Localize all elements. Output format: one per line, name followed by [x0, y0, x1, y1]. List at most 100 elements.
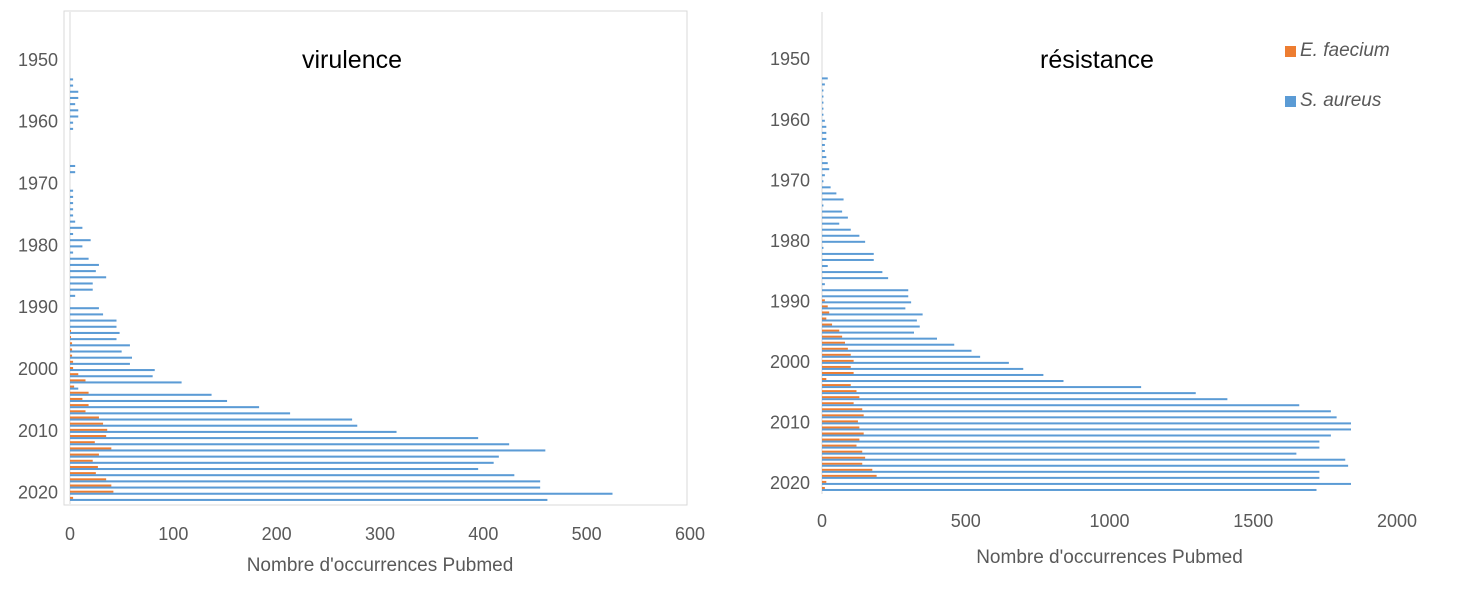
resistance-bar-faecium-2018: [822, 468, 873, 471]
resistance-bar-aureus-2006: [822, 398, 1228, 401]
resistance-bar-aureus-1965: [822, 150, 825, 153]
resistance-bar-faecium-2002: [822, 371, 854, 374]
virulence-bar-faecium-2007: [70, 410, 86, 413]
resistance-bar-aureus-1980: [822, 240, 866, 243]
resistance-bar-faecium-2010: [822, 420, 858, 423]
legend-swatch-aureus: [1285, 95, 1296, 107]
virulence-bar-aureus-2005: [70, 399, 228, 403]
virulence-y-tick-label: 2020: [18, 483, 58, 503]
virulence-bar-faecium-2008: [70, 416, 99, 419]
resistance-bar-aureus-1954: [822, 83, 825, 86]
virulence-bar-aureus-1999: [70, 362, 130, 365]
resistance-y-tick-label: 1950: [770, 49, 810, 69]
resistance-bar-aureus-2019: [822, 476, 1320, 479]
resistance-bar-aureus-2008: [822, 410, 1331, 413]
resistance-bar-aureus-1983: [822, 258, 874, 261]
resistance-bar-faecium-2001: [822, 365, 851, 368]
virulence-bar-aureus-1990: [70, 307, 99, 310]
resistance-bar-aureus-2014: [822, 446, 1320, 449]
resistance-bar-faecium-1996: [822, 335, 843, 338]
virulence-bar-faecium-2017: [70, 472, 96, 475]
resistance-bar-aureus-1970: [822, 180, 824, 183]
virulence-bar-faecium-2019: [70, 484, 112, 487]
virulence-bar-aureus-1971: [70, 189, 74, 192]
virulence-bar-aureus-2015: [70, 461, 494, 464]
resistance-bar-faecium-2021: [822, 486, 825, 489]
resistance-bar-aureus-2001: [822, 367, 1024, 370]
virulence-bar-faecium-1996: [70, 342, 73, 345]
resistance-bar-faecium-2008: [822, 408, 863, 411]
resistance-bar-faecium-2016: [822, 456, 866, 459]
resistance-bar-faecium-2006: [822, 396, 860, 399]
virulence-bar-aureus-1953: [70, 78, 74, 81]
virulence-bar-faecium-1999: [70, 360, 74, 363]
resistance-bar-aureus-1988: [822, 289, 909, 292]
resistance-bar-aureus-1960: [822, 119, 825, 122]
resistance-bar-aureus-2000: [822, 361, 1009, 364]
resistance-bar-aureus-2018: [822, 470, 1320, 473]
virulence-bar-aureus-2012: [70, 443, 510, 446]
resistance-bar-aureus-1975: [822, 210, 843, 213]
virulence-bar-aureus-1980: [70, 245, 83, 248]
virulence-bar-aureus-1983: [70, 263, 99, 266]
virulence-bar-faecium-2001: [70, 373, 79, 376]
virulence-bar-aureus-1968: [70, 171, 76, 174]
virulence-bar-aureus-2000: [70, 369, 155, 372]
virulence-bar-faecium-1995: [70, 336, 72, 339]
virulence-x-tick-label: 400: [468, 524, 498, 544]
virulence-bar-aureus-1972: [70, 195, 74, 198]
resistance-bar-faecium-1999: [822, 353, 851, 356]
resistance-x-tick-label: 500: [951, 511, 981, 531]
resistance-bar-aureus-1998: [822, 349, 972, 352]
resistance-y-tick-label: 2000: [770, 352, 810, 372]
virulence-bar-faecium-2005: [70, 397, 83, 400]
virulence-y-tick-label: 1960: [18, 112, 58, 132]
virulence-bar-faecium-2018: [70, 478, 107, 481]
resistance-bar-aureus-2005: [822, 392, 1196, 395]
resistance-bar-aureus-1968: [822, 168, 830, 171]
resistance-bar-aureus-1972: [822, 192, 837, 195]
resistance-bar-aureus-1978: [822, 228, 851, 231]
resistance-bar-faecium-2015: [822, 450, 863, 453]
resistance-bar-aureus-2010: [822, 422, 1351, 425]
resistance-bar-faecium-2007: [822, 402, 854, 405]
virulence-bar-faecium-2003: [70, 385, 75, 388]
virulence-bar-aureus-2003: [70, 387, 79, 390]
virulence-bar-faecium-2006: [70, 404, 89, 407]
virulence-bar-faecium-2010: [70, 428, 108, 431]
virulence-bar-aureus-2019: [70, 486, 541, 489]
virulence-bar-faecium-1997: [70, 348, 73, 351]
resistance-bar-aureus-1993: [822, 319, 917, 322]
virulence-bar-aureus-1961: [70, 127, 74, 130]
virulence-bar-aureus-2009: [70, 424, 358, 427]
resistance-bar-aureus-1961: [822, 125, 827, 128]
virulence-bar-faecium-2009: [70, 422, 104, 425]
resistance-bar-aureus-1955: [822, 89, 824, 92]
resistance-bar-faecium-1998: [822, 347, 848, 350]
virulence-bar-aureus-2011: [70, 437, 479, 440]
virulence-bar-aureus-2016: [70, 467, 479, 471]
virulence-bar-faecium-2021: [70, 496, 74, 499]
virulence-bar-aureus-1984: [70, 270, 96, 273]
virulence-bar-aureus-1993: [70, 325, 117, 328]
resistance-bar-faecium-2011: [822, 426, 860, 429]
resistance-bar-aureus-1976: [822, 216, 848, 219]
resistance-bar-faecium-1990: [822, 299, 825, 302]
resistance-bar-aureus-1982: [822, 252, 874, 255]
virulence-bar-aureus-1973: [70, 202, 74, 205]
virulence-bar-aureus-1977: [70, 226, 83, 229]
resistance-bar-aureus-1979: [822, 234, 860, 237]
resistance-bar-aureus-1964: [822, 143, 825, 146]
virulence-bar-aureus-1957: [70, 103, 76, 106]
virulence-bar-aureus-2001: [70, 375, 153, 378]
resistance-bar-faecium-2019: [822, 474, 877, 477]
resistance-x-tick-label: 2000: [1377, 511, 1417, 531]
virulence-bar-aureus-1978: [70, 232, 74, 236]
resistance-bar-aureus-1985: [822, 271, 883, 274]
virulence-bar-aureus-1988: [70, 294, 76, 297]
virulence-y-tick-label: 1980: [18, 235, 58, 255]
virulence-bar-faecium-2000: [70, 366, 74, 370]
resistance-chart-svg: 1950 1960 1970 1980 1990 2000 2010 2020 0 500 1000…: [770, 12, 1417, 568]
virulence-x-tick-label: 200: [262, 524, 292, 544]
resistance-bar-aureus-1997: [822, 343, 955, 346]
